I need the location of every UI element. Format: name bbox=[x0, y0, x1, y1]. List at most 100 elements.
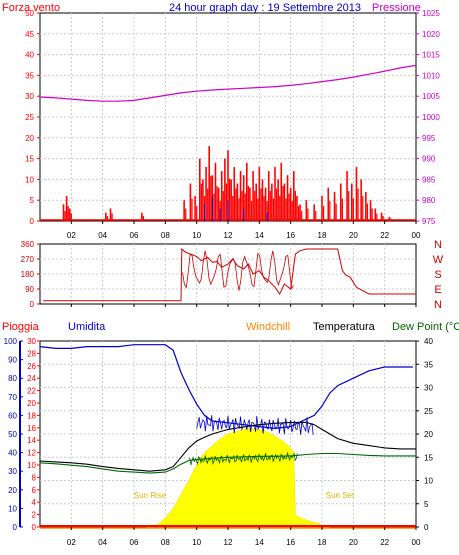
pressure-y-tick-label: 1010 bbox=[422, 71, 440, 80]
pressure-y-tick-label: 1015 bbox=[422, 51, 440, 60]
compass-label: W bbox=[433, 254, 444, 266]
direction-y-tick-label: 270 bbox=[21, 255, 35, 264]
dewpoint-y-tick-label: 20 bbox=[424, 430, 433, 439]
pressure-axis-title: Pressione bbox=[372, 2, 421, 14]
dewpoint-noise-line bbox=[188, 452, 298, 466]
rain-y-tick-label: 28 bbox=[27, 349, 36, 358]
direction-y-tick-label: 0 bbox=[30, 300, 35, 309]
humidity-y-tick-label: 10 bbox=[8, 504, 17, 513]
compass-label: N bbox=[434, 239, 442, 251]
wind-y-tick-label: 25 bbox=[25, 113, 34, 122]
compass-label: S bbox=[434, 269, 441, 281]
wind-y-tick-label: 30 bbox=[25, 92, 34, 101]
sun-rise-label: Sun Rise bbox=[134, 491, 167, 500]
rain-y-tick-label: 0 bbox=[32, 523, 37, 532]
humidity-y-tick-label: 70 bbox=[8, 393, 17, 402]
rain-y-tick-label: 26 bbox=[27, 362, 36, 371]
legend-rain: Pioggia bbox=[2, 321, 40, 333]
direction-line bbox=[43, 247, 416, 302]
pressure-y-tick-label: 1005 bbox=[422, 92, 440, 101]
humidity-y-tick-label: 50 bbox=[8, 430, 17, 439]
dewpoint-y-tick-label: 40 bbox=[424, 337, 433, 346]
x-tick-label: 14 bbox=[255, 231, 264, 240]
wind-y-tick-label: 35 bbox=[25, 71, 34, 80]
x-tick-label: 08 bbox=[161, 231, 170, 240]
humidity-y-tick-label: 100 bbox=[4, 337, 18, 346]
pressure-y-tick-label: 995 bbox=[422, 134, 436, 143]
x-tick-label: 20 bbox=[349, 231, 358, 240]
rain-y-tick-label: 14 bbox=[27, 436, 36, 445]
sun-area bbox=[146, 428, 330, 528]
humidity-y-tick-label: 20 bbox=[8, 486, 17, 495]
humidity-y-tick-label: 30 bbox=[8, 467, 17, 476]
rain-y-tick-label: 6 bbox=[32, 486, 37, 495]
wind-y-tick-label: 10 bbox=[25, 175, 34, 184]
x-tick-label: 04 bbox=[98, 231, 107, 240]
dewpoint-y-tick-label: 10 bbox=[424, 477, 433, 486]
x-tick-label: 22 bbox=[380, 231, 389, 240]
humidity-y-tick-label: 40 bbox=[8, 449, 17, 458]
wind-y-tick-label: 40 bbox=[25, 51, 34, 60]
x-tick-label: 02 bbox=[67, 538, 76, 547]
rain-y-tick-label: 12 bbox=[27, 449, 36, 458]
pressure-y-tick-label: 1000 bbox=[422, 113, 440, 122]
x-tick-label: 22 bbox=[380, 538, 389, 547]
direction-y-tick-label: 90 bbox=[25, 285, 34, 294]
x-tick-label: 06 bbox=[130, 538, 139, 547]
pressure-y-tick-label: 975 bbox=[422, 217, 436, 226]
x-tick-label: 00 bbox=[412, 231, 421, 240]
rain-y-tick-label: 30 bbox=[27, 337, 36, 346]
temperature-panel: 0510152025303540024681012141618202224262… bbox=[4, 337, 434, 547]
pressure-y-tick-label: 1020 bbox=[422, 30, 440, 39]
rain-y-tick-label: 16 bbox=[27, 424, 36, 433]
rain-y-tick-label: 10 bbox=[27, 461, 36, 470]
legend-temperature: Temperatura bbox=[313, 321, 376, 333]
rain-y-tick-label: 4 bbox=[32, 498, 37, 507]
rain-y-tick-label: 18 bbox=[27, 411, 36, 420]
direction-jitter-line bbox=[182, 250, 294, 291]
dewpoint-y-tick-label: 35 bbox=[424, 360, 433, 369]
pressure-y-tick-label: 990 bbox=[422, 155, 436, 164]
humidity-y-tick-label: 60 bbox=[8, 411, 17, 420]
legend-humidity: Umidita bbox=[68, 321, 106, 333]
compass-label: E bbox=[434, 284, 441, 296]
pressure-y-tick-label: 1025 bbox=[422, 9, 440, 18]
x-tick-label: 10 bbox=[192, 231, 201, 240]
pressure-y-tick-label: 985 bbox=[422, 175, 436, 184]
direction-y-tick-label: 360 bbox=[21, 240, 35, 249]
dewpoint-y-tick-label: 5 bbox=[424, 500, 429, 509]
x-tick-label: 18 bbox=[318, 231, 327, 240]
wind-pressure-panel: 0510152025303540455097598098599099510001… bbox=[25, 9, 440, 240]
sun-set-label: Sun Set bbox=[326, 491, 355, 500]
x-tick-label: 16 bbox=[286, 538, 295, 547]
x-tick-label: 20 bbox=[349, 538, 358, 547]
humidity-noise-line bbox=[196, 415, 314, 435]
temperature-line bbox=[39, 421, 416, 472]
dewpoint-y-tick-label: 0 bbox=[424, 523, 429, 532]
wind-y-tick-label: 20 bbox=[25, 134, 34, 143]
legend-windchill: Windchill bbox=[246, 321, 290, 333]
chart-title: 24 hour graph day : 19 Settembre 2013 bbox=[169, 2, 361, 14]
x-tick-label: 08 bbox=[161, 538, 170, 547]
x-tick-label: 10 bbox=[192, 538, 201, 547]
humidity-y-tick-label: 80 bbox=[8, 374, 17, 383]
rain-y-tick-label: 20 bbox=[27, 399, 36, 408]
legend-dewpoint: Dew Point (°C bbox=[392, 321, 459, 333]
x-tick-label: 16 bbox=[286, 231, 295, 240]
pressure-y-tick-label: 980 bbox=[422, 196, 436, 205]
rain-y-tick-label: 2 bbox=[32, 511, 37, 520]
x-tick-label: 12 bbox=[224, 538, 233, 547]
wind-y-tick-label: 0 bbox=[30, 217, 35, 226]
rain-y-tick-label: 24 bbox=[27, 374, 36, 383]
x-tick-label: 04 bbox=[98, 538, 107, 547]
wind-y-tick-label: 50 bbox=[25, 9, 34, 18]
x-tick-label: 02 bbox=[67, 231, 76, 240]
x-tick-label: 14 bbox=[255, 538, 264, 547]
compass-label: N bbox=[434, 299, 442, 311]
x-tick-label: 18 bbox=[318, 538, 327, 547]
x-tick-label: 06 bbox=[130, 231, 139, 240]
wind-axis-title: Forza vento bbox=[2, 2, 60, 14]
pressure-line bbox=[39, 64, 417, 102]
